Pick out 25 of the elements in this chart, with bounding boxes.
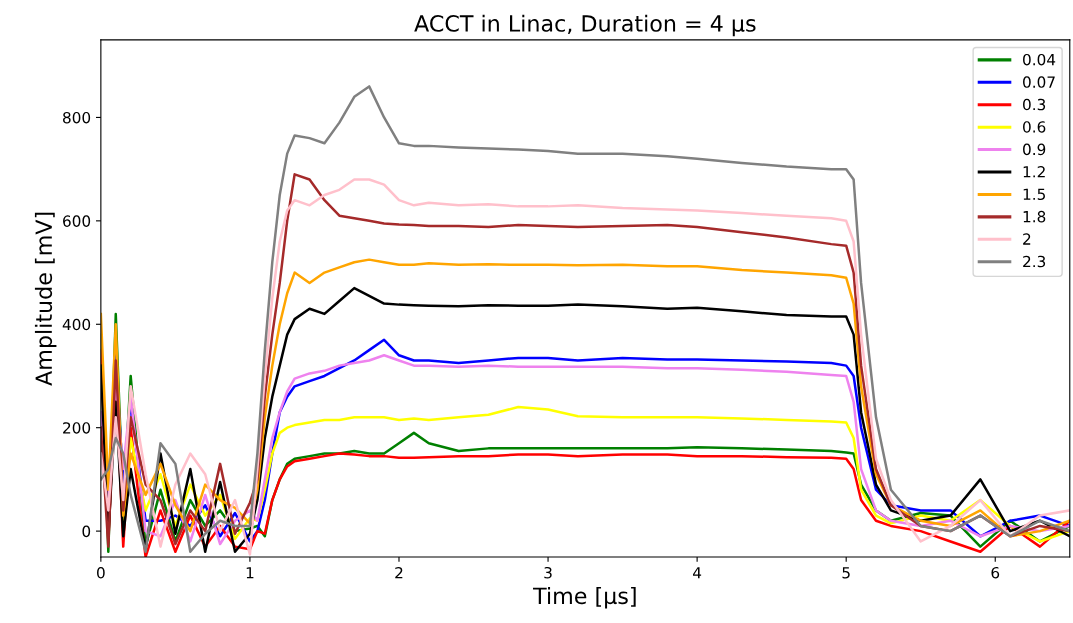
x-tick-label: 2: [395, 566, 403, 579]
legend-label: 0.6: [1023, 121, 1046, 133]
x-tick-label: 4: [693, 567, 702, 579]
y-axis-title: Amplitude [mV]: [34, 212, 57, 386]
legend-label: 0.3: [1023, 98, 1046, 111]
x-axis-title: Time [µs]: [533, 587, 636, 609]
x-tick-label: 6: [991, 566, 1000, 579]
legend-label: 0.04: [1023, 53, 1056, 66]
legend-label: 1.8: [1023, 210, 1046, 223]
y-tick-label: 200: [63, 422, 91, 434]
chart-title: ACCT in Linac, Duration = 4 µs: [414, 14, 756, 37]
y-tick-label: 0: [82, 525, 91, 538]
x-tick-label: 3: [544, 566, 552, 579]
legend-label: 1.5: [1023, 188, 1045, 200]
y-tick-label: 800: [63, 111, 91, 124]
legend-label: 1.2: [1023, 166, 1045, 178]
x-tick-label: 1: [246, 567, 254, 579]
y-tick-label: 600: [63, 215, 91, 227]
legend-label: 0.9: [1023, 143, 1046, 156]
legend-label: 0.07: [1023, 76, 1055, 88]
y-tick-label: 400: [62, 318, 91, 331]
legend-label: 2: [1023, 233, 1031, 245]
x-tick-label: 0: [97, 566, 105, 579]
legend-label: 2.3: [1023, 255, 1046, 268]
x-tick-label: 5: [842, 567, 850, 579]
